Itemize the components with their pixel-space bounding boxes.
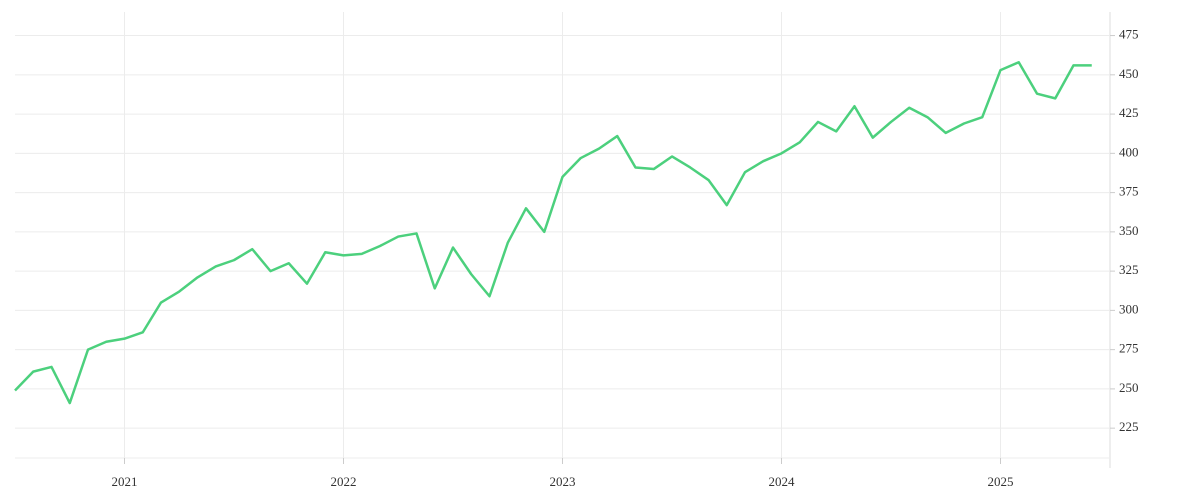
x-tick-label: 2022 xyxy=(331,474,357,489)
x-tick-label: 2024 xyxy=(769,474,796,489)
y-tick-label: 325 xyxy=(1119,262,1139,277)
y-tick-label: 475 xyxy=(1119,27,1139,42)
y-tick-label: 250 xyxy=(1119,380,1139,395)
y-tick-label: 375 xyxy=(1119,184,1139,199)
y-tick-label: 350 xyxy=(1119,223,1139,238)
y-tick-label: 425 xyxy=(1119,105,1139,120)
y-tick-label: 400 xyxy=(1119,144,1139,159)
x-tick-label: 2023 xyxy=(550,474,576,489)
y-tick-label: 450 xyxy=(1119,66,1139,81)
y-tick-label: 300 xyxy=(1119,301,1139,316)
y-tick-label: 225 xyxy=(1119,419,1139,434)
line xyxy=(14,61,1092,405)
y-tick-label: 275 xyxy=(1119,341,1139,356)
x-tick-label: 2021 xyxy=(112,474,138,489)
x-tick-label: 2025 xyxy=(988,474,1014,489)
